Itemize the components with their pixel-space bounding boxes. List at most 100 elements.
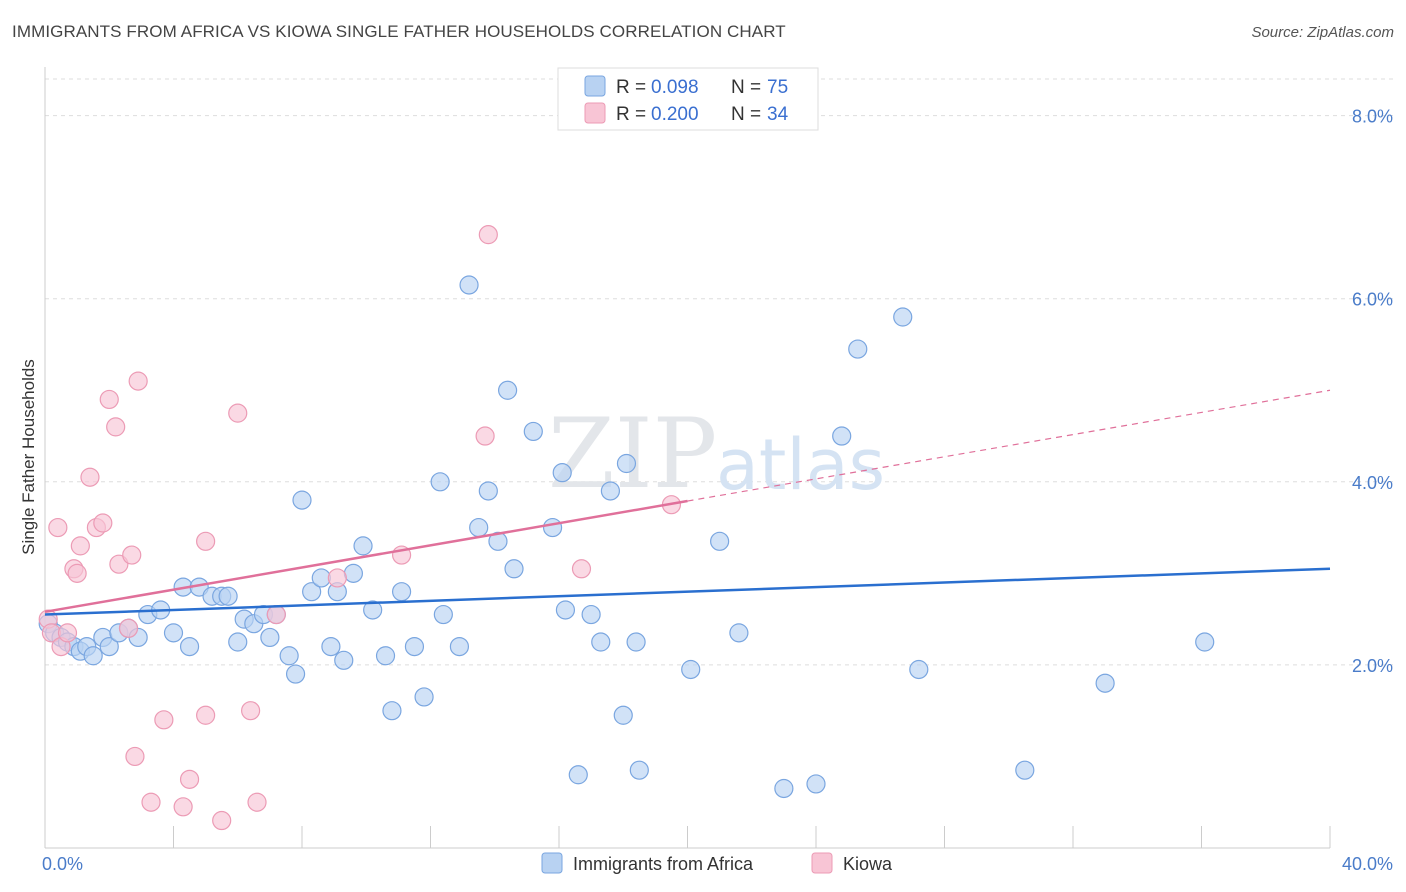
series-legend-label-kiowa: Kiowa — [843, 854, 893, 874]
data-point-africa — [302, 582, 322, 602]
data-point-kiowa — [67, 563, 87, 583]
data-point-kiowa — [106, 417, 126, 437]
watermark-zip: ZIP — [548, 398, 717, 510]
trend-line-kiowa-projection — [687, 389, 1331, 502]
data-point-africa — [279, 646, 299, 666]
data-point-africa — [334, 650, 354, 670]
data-point-africa — [179, 636, 200, 657]
x-tick-label: 0.0% — [42, 854, 83, 874]
watermark-atlas: atlas — [716, 424, 885, 506]
legend-n-value: 34 — [767, 104, 789, 125]
data-point-africa — [498, 380, 518, 400]
data-point-africa — [391, 582, 412, 602]
data-point-africa — [1195, 632, 1215, 652]
chart-title: IMMIGRANTS FROM AFRICA VS KIOWA SINGLE F… — [12, 22, 786, 41]
y-axis-title: Single Father Households — [19, 359, 38, 555]
y-tick-label: 6.0% — [1352, 290, 1393, 310]
legend-n-label: N = — [731, 104, 761, 125]
data-point-kiowa — [141, 792, 161, 812]
data-point-africa — [343, 563, 363, 583]
data-point-africa — [353, 536, 373, 556]
points-layer — [38, 225, 1215, 831]
data-point-kiowa — [571, 559, 592, 579]
legend-swatch-africa — [584, 75, 606, 97]
x-tick-label: 40.0% — [1342, 854, 1393, 874]
series-legend: Immigrants from Africa Kiowa — [541, 852, 893, 874]
legend-swatch-kiowa — [584, 102, 606, 124]
data-point-africa — [568, 765, 588, 785]
data-point-kiowa — [118, 618, 139, 638]
data-point-kiowa — [99, 389, 119, 410]
y-tick-label: 4.0% — [1352, 473, 1393, 493]
data-point-africa — [311, 568, 331, 588]
data-point-africa — [469, 517, 489, 538]
data-point-africa — [774, 778, 794, 799]
data-point-africa — [382, 701, 402, 721]
data-point-kiowa — [478, 225, 498, 245]
data-point-africa — [292, 490, 312, 510]
source-label: Source: ZipAtlas.com — [1251, 24, 1394, 41]
data-point-kiowa — [154, 710, 174, 730]
data-point-kiowa — [475, 426, 495, 446]
data-point-africa — [488, 531, 508, 551]
data-point-africa — [600, 481, 621, 501]
data-point-africa — [449, 636, 470, 657]
data-point-africa — [542, 517, 563, 538]
data-point-africa — [681, 659, 701, 680]
data-point-kiowa — [266, 604, 286, 625]
series-legend-label-africa: Immigrants from Africa — [573, 854, 754, 874]
data-point-africa — [375, 646, 396, 666]
legend-r-value: 0.098 — [651, 77, 699, 98]
data-point-africa — [459, 275, 479, 295]
data-point-africa — [430, 472, 450, 492]
data-point-kiowa — [327, 568, 347, 588]
data-point-kiowa — [57, 623, 78, 643]
series-legend-swatch-kiowa — [811, 852, 833, 874]
data-point-africa — [83, 646, 103, 666]
data-point-kiowa — [70, 536, 90, 556]
stats-legend: R = 0.098 N = 75 R = 0.200 N = 34 — [557, 67, 819, 131]
data-point-africa — [414, 687, 434, 707]
data-point-kiowa — [48, 517, 68, 538]
legend-r-label: R = — [616, 104, 646, 125]
data-point-africa — [228, 632, 248, 652]
data-point-africa — [504, 559, 524, 579]
data-point-africa — [363, 600, 383, 620]
data-point-africa — [581, 604, 601, 625]
data-point-kiowa — [80, 467, 100, 487]
data-point-africa — [163, 623, 184, 643]
data-point-africa — [478, 481, 498, 501]
trend-line-kiowa — [44, 499, 688, 614]
data-point-kiowa — [122, 545, 142, 565]
data-point-kiowa — [179, 769, 200, 789]
data-point-kiowa — [93, 513, 113, 533]
trend-line-africa — [44, 567, 1331, 616]
data-point-africa — [99, 636, 119, 657]
data-point-africa — [909, 659, 929, 680]
data-point-africa — [1095, 673, 1115, 693]
data-point-africa — [555, 600, 576, 620]
legend-n-value: 75 — [767, 77, 788, 98]
data-point-kiowa — [212, 810, 232, 831]
trend-layer — [44, 389, 1331, 616]
data-point-africa — [806, 774, 826, 794]
watermark: ZIP atlas — [548, 398, 885, 510]
data-point-kiowa — [247, 792, 267, 812]
data-point-kiowa — [173, 797, 193, 817]
axes-layer — [44, 67, 1331, 849]
legend-n-label: N = — [731, 77, 761, 98]
labels-layer: 2.0% 4.0% 6.0% 8.0% 0.0% 40.0% — [42, 107, 1393, 874]
legend-r-label: R = — [616, 77, 646, 98]
data-point-kiowa — [196, 705, 216, 725]
data-point-africa — [613, 705, 633, 725]
y-tick-label: 8.0% — [1352, 107, 1393, 127]
data-point-africa — [626, 632, 646, 652]
data-point-africa — [218, 586, 238, 606]
data-point-africa — [893, 307, 913, 327]
data-point-africa — [260, 627, 280, 648]
data-point-africa — [848, 339, 868, 359]
data-point-africa — [832, 426, 852, 446]
series-legend-swatch-africa — [541, 852, 563, 874]
data-point-kiowa — [125, 746, 145, 767]
